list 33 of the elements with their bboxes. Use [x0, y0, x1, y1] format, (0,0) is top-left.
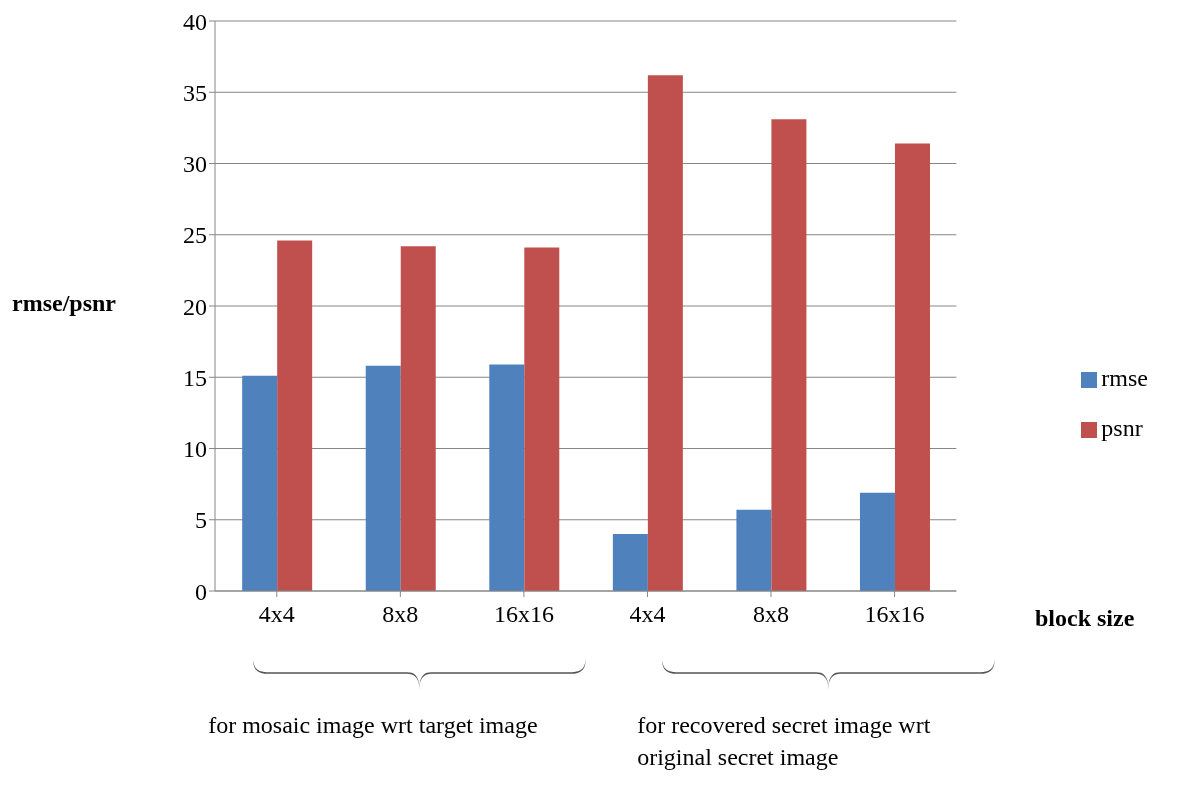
bar [647, 75, 683, 591]
y-tick-label: 40 [183, 8, 207, 35]
bar [771, 119, 807, 591]
x-tick-label: 4x4 [258, 601, 295, 628]
x-tick-label: 8x8 [382, 601, 419, 628]
bar [489, 364, 525, 591]
y-tick-label: 25 [183, 222, 207, 249]
y-tick-label: 30 [183, 151, 207, 178]
bar [400, 246, 436, 591]
x-axis-title: block size [1035, 605, 1135, 632]
legend-label: psnr [1101, 415, 1143, 441]
y-tick-label: 0 [195, 578, 207, 605]
bar [612, 534, 648, 591]
bar [736, 509, 772, 591]
bar [277, 240, 313, 591]
y-tick-label: 5 [195, 507, 207, 534]
text: for recovered secret image wrt original secret image [637, 711, 932, 772]
y-tick-label: 15 [183, 364, 207, 391]
y-tick-label: 10 [183, 436, 207, 463]
bar [242, 375, 278, 591]
y-axis-title: rmse/psnr [12, 290, 116, 317]
x-tick-label: 4x4 [629, 601, 666, 628]
bar [524, 247, 560, 591]
y-tick-label: 35 [183, 79, 207, 106]
bar [894, 143, 930, 591]
legend-label: rmse [1101, 365, 1148, 391]
bar [365, 365, 401, 591]
x-tick-label: 16x16 [493, 601, 554, 628]
text: for mosaic image wrt target image [208, 711, 539, 740]
x-tick-label: 8x8 [753, 601, 790, 628]
x-tick-label: 16x16 [864, 601, 925, 628]
bar [859, 492, 895, 591]
y-tick-label: 20 [183, 293, 207, 320]
